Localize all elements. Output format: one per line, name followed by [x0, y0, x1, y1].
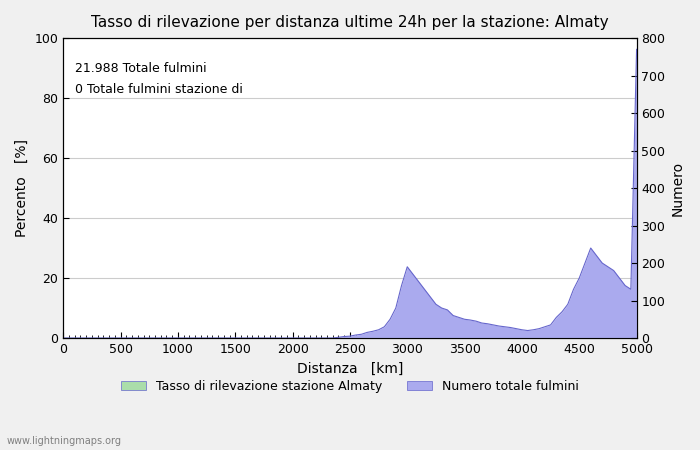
- Text: www.lightningmaps.org: www.lightningmaps.org: [7, 436, 122, 446]
- Legend: Tasso di rilevazione stazione Almaty, Numero totale fulmini: Tasso di rilevazione stazione Almaty, Nu…: [116, 375, 584, 398]
- Y-axis label: Numero: Numero: [671, 161, 685, 216]
- Y-axis label: Percento   [%]: Percento [%]: [15, 139, 29, 237]
- Text: 21.988 Totale fulmini: 21.988 Totale fulmini: [75, 62, 206, 75]
- Text: 0 Totale fulmini stazione di: 0 Totale fulmini stazione di: [75, 83, 243, 96]
- Title: Tasso di rilevazione per distanza ultime 24h per la stazione: Almaty: Tasso di rilevazione per distanza ultime…: [91, 15, 609, 30]
- X-axis label: Distanza   [km]: Distanza [km]: [297, 361, 403, 375]
